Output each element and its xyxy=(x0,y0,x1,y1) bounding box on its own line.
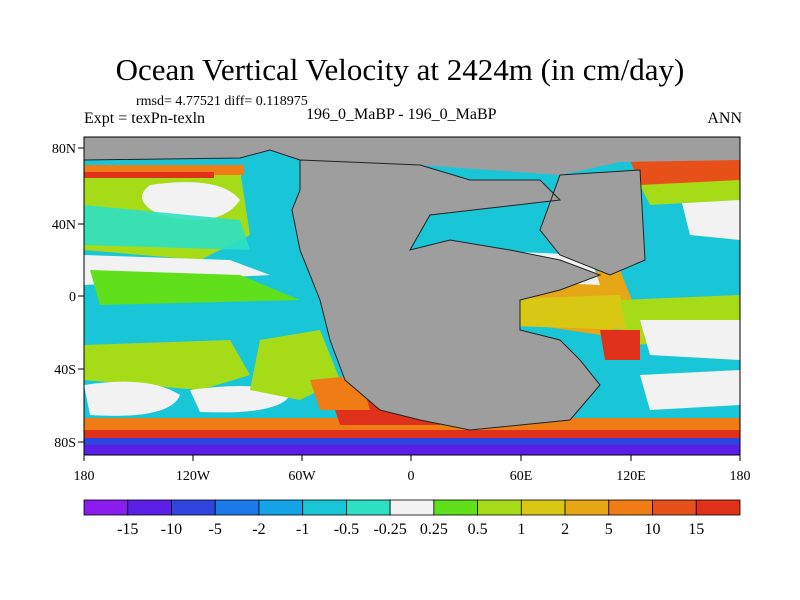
colorbar-label-1: -10 xyxy=(161,521,182,538)
colorbar-label-13: 15 xyxy=(688,521,704,538)
velocity-contours xyxy=(84,160,740,455)
colorbar-label-9: 1 xyxy=(517,521,525,538)
contour-white-east xyxy=(640,320,740,360)
coast-main xyxy=(291,159,602,431)
colorbar-label-8: 0.5 xyxy=(468,521,488,538)
colorbar-swatch-11 xyxy=(564,499,610,516)
colorbar-swatch-0 xyxy=(83,499,129,516)
colorbar-swatch-14 xyxy=(695,499,741,516)
contour-red-east-africa xyxy=(600,330,640,360)
colorbar-swatch-1 xyxy=(127,499,172,516)
colorbar-label-12: 10 xyxy=(645,521,661,538)
colorbar-swatch-3 xyxy=(214,499,260,516)
y-label-40s: 40S xyxy=(54,363,76,378)
case-label: 196_0_MaBP - 196_0_MaBP xyxy=(306,106,497,123)
colorbar-swatch-5 xyxy=(302,499,347,516)
y-label-40n: 40N xyxy=(52,218,76,233)
colorbar-swatch-2 xyxy=(171,499,216,516)
colorbar-label-3: -2 xyxy=(252,521,265,538)
plot-title: Ocean Vertical Velocity at 2424m (in cm/… xyxy=(115,52,685,87)
colorbar-swatch-7 xyxy=(389,499,435,516)
contour-white-southeast xyxy=(640,370,740,410)
coast-northeast xyxy=(539,169,646,276)
colorbar-swatch-10 xyxy=(520,499,566,516)
x-axis xyxy=(83,455,741,461)
colorbar-label-2: -5 xyxy=(209,521,222,538)
contour-arctic-red-band xyxy=(84,172,214,178)
colorbar-swatch-9 xyxy=(477,499,522,516)
colorbar-label-11: 5 xyxy=(605,521,613,538)
land-main-continent xyxy=(292,160,600,430)
land-north xyxy=(84,137,740,175)
colorbar-label-7: 0.25 xyxy=(420,521,448,538)
y-axis xyxy=(78,147,84,443)
contour-lime-south-pacific xyxy=(84,340,250,390)
land-northeast xyxy=(540,170,645,275)
colorbar-swatch-8 xyxy=(433,499,479,516)
x-label-7: 180 xyxy=(730,469,751,484)
contour-white-north-east xyxy=(680,195,740,240)
x-label-2: 120W xyxy=(176,469,211,484)
colorbar-swatch-12 xyxy=(608,499,653,516)
contour-southern-purple-band xyxy=(84,445,740,455)
colorbar-label-0: -15 xyxy=(117,521,138,538)
colorbar-swatch-6 xyxy=(345,499,391,516)
x-label-1: 180 xyxy=(74,469,95,484)
y-label-0: 0 xyxy=(69,290,76,305)
x-label-5: 60E xyxy=(510,469,533,484)
coast-north xyxy=(84,149,301,161)
contour-green-equator-pacific xyxy=(90,270,300,305)
colorbar-label-10: 2 xyxy=(561,521,569,538)
colorbar-swatch-13 xyxy=(652,499,697,516)
colorbar-swatch-4 xyxy=(258,499,304,516)
contour-white-south-pacific xyxy=(84,381,180,416)
coastlines xyxy=(84,149,646,431)
y-label-80n: 80N xyxy=(52,142,76,157)
contour-southern-blue-band xyxy=(84,438,740,445)
contour-arctic-orange-band xyxy=(84,165,244,175)
x-label-4: 0 xyxy=(408,469,415,484)
contour-southern-red-band xyxy=(84,430,740,438)
colorbar: -15 -10 -5 -2 -1 -0.5 -0.25 0.25 0.5 1 2 5 10 15 xyxy=(83,499,741,538)
contour-orange-north-east xyxy=(630,160,740,185)
y-label-80s: 80S xyxy=(54,436,76,451)
x-label-3: 60W xyxy=(288,469,316,484)
land-masses xyxy=(84,137,740,430)
season-label: ANN xyxy=(707,110,742,127)
rmsd-diff-stats: rmsd= 4.77521 diff= 0.118975 xyxy=(136,94,308,109)
map-plot-area xyxy=(84,137,740,455)
experiment-label: Expt = texPn-texln xyxy=(84,110,206,127)
colorbar-label-4: -1 xyxy=(296,521,309,538)
contour-white-north-pacific xyxy=(142,182,240,220)
x-label-6: 120E xyxy=(616,469,646,484)
colorbar-label-5: -0.5 xyxy=(334,521,359,538)
colorbar-label-6: -0.25 xyxy=(373,521,406,538)
contour-cyan-north-pacific xyxy=(84,205,250,250)
